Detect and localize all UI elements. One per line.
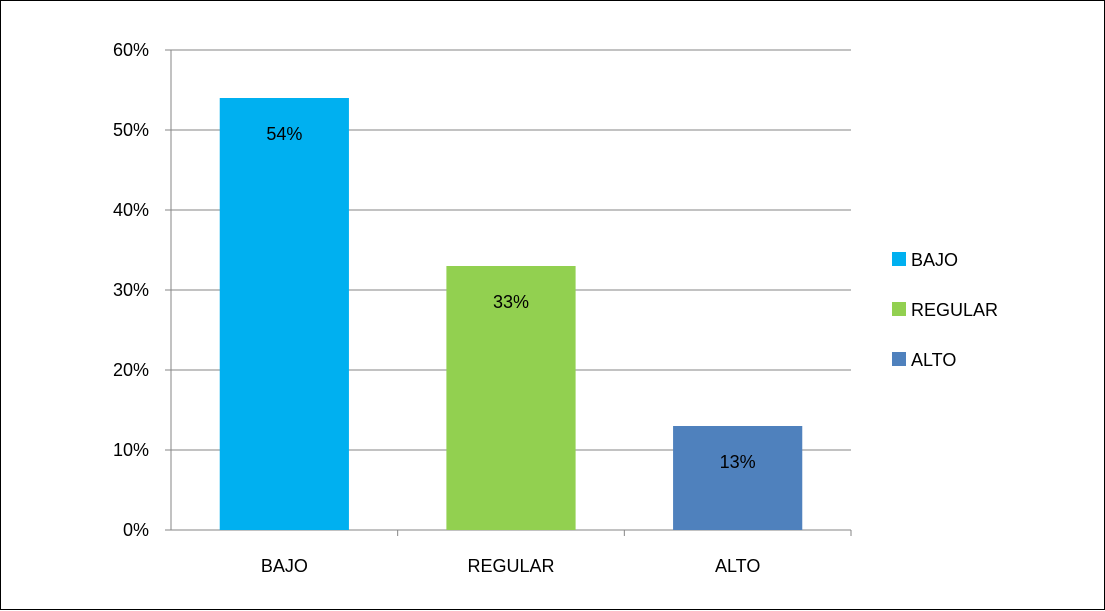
legend-swatch [892, 302, 906, 316]
x-tick-label: REGULAR [467, 556, 554, 576]
y-tick-label: 40% [113, 200, 149, 220]
legend-label: ALTO [911, 350, 956, 370]
y-tick-label: 10% [113, 440, 149, 460]
y-tick-label: 20% [113, 360, 149, 380]
data-label-regular: 33% [493, 292, 529, 312]
x-axis-ticks: BAJO REGULAR ALTO [261, 530, 852, 576]
x-tick-label: ALTO [715, 556, 760, 576]
legend: BAJO REGULAR ALTO [892, 250, 998, 370]
data-label-alto: 13% [720, 452, 756, 472]
bar-regular [446, 266, 576, 530]
legend-swatch [892, 252, 906, 266]
legend-swatch [892, 352, 906, 366]
data-label-bajo: 54% [266, 124, 302, 144]
y-tick-label: 50% [113, 120, 149, 140]
bar-alto [673, 426, 803, 530]
bars: 54% 33% 13% [219, 98, 803, 530]
y-tick-label: 30% [113, 280, 149, 300]
legend-label: BAJO [911, 250, 958, 270]
y-axis-ticks: 0% 10% 20% 30% 40% 50% 60% [113, 40, 149, 540]
legend-label: REGULAR [911, 300, 998, 320]
y-tick-label: 0% [123, 520, 149, 540]
bar-bajo [219, 98, 349, 530]
x-tick-label: BAJO [261, 556, 308, 576]
y-tick-label: 60% [113, 40, 149, 60]
